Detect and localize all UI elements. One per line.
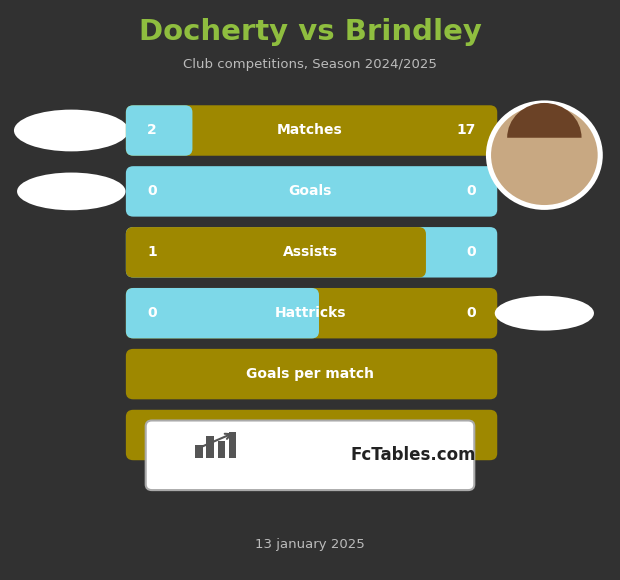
Ellipse shape xyxy=(495,296,594,331)
Text: Goals per match: Goals per match xyxy=(246,367,374,381)
Circle shape xyxy=(487,102,601,209)
FancyBboxPatch shape xyxy=(126,166,497,217)
FancyBboxPatch shape xyxy=(229,432,236,458)
Text: Club competitions, Season 2024/2025: Club competitions, Season 2024/2025 xyxy=(183,59,437,71)
FancyBboxPatch shape xyxy=(126,227,426,277)
Text: 0: 0 xyxy=(466,306,476,320)
FancyBboxPatch shape xyxy=(206,436,214,458)
Text: Goals: Goals xyxy=(288,184,332,198)
FancyBboxPatch shape xyxy=(126,409,497,461)
Text: 0: 0 xyxy=(147,184,157,198)
Text: 1: 1 xyxy=(147,245,157,259)
Text: Docherty vs Brindley: Docherty vs Brindley xyxy=(138,18,482,46)
Text: Hattricks: Hattricks xyxy=(274,306,346,320)
FancyBboxPatch shape xyxy=(218,441,225,458)
Text: 0: 0 xyxy=(147,306,157,320)
FancyBboxPatch shape xyxy=(146,420,474,490)
Text: 0: 0 xyxy=(466,245,476,259)
Ellipse shape xyxy=(14,110,129,151)
Ellipse shape xyxy=(17,173,125,211)
Circle shape xyxy=(491,106,598,205)
Text: Matches: Matches xyxy=(277,124,343,137)
Text: 2: 2 xyxy=(147,124,157,137)
FancyBboxPatch shape xyxy=(126,349,497,399)
Text: FcTables.com: FcTables.com xyxy=(350,446,476,465)
Text: 17: 17 xyxy=(457,124,476,137)
FancyBboxPatch shape xyxy=(126,288,319,339)
FancyBboxPatch shape xyxy=(195,445,203,458)
FancyBboxPatch shape xyxy=(126,106,192,155)
FancyBboxPatch shape xyxy=(126,288,497,339)
FancyBboxPatch shape xyxy=(126,227,497,277)
Text: Assists: Assists xyxy=(283,245,337,259)
FancyBboxPatch shape xyxy=(126,106,497,155)
Text: 13 january 2025: 13 january 2025 xyxy=(255,538,365,550)
Wedge shape xyxy=(507,103,582,137)
Text: 0: 0 xyxy=(466,184,476,198)
Text: Min per goal: Min per goal xyxy=(261,428,359,442)
